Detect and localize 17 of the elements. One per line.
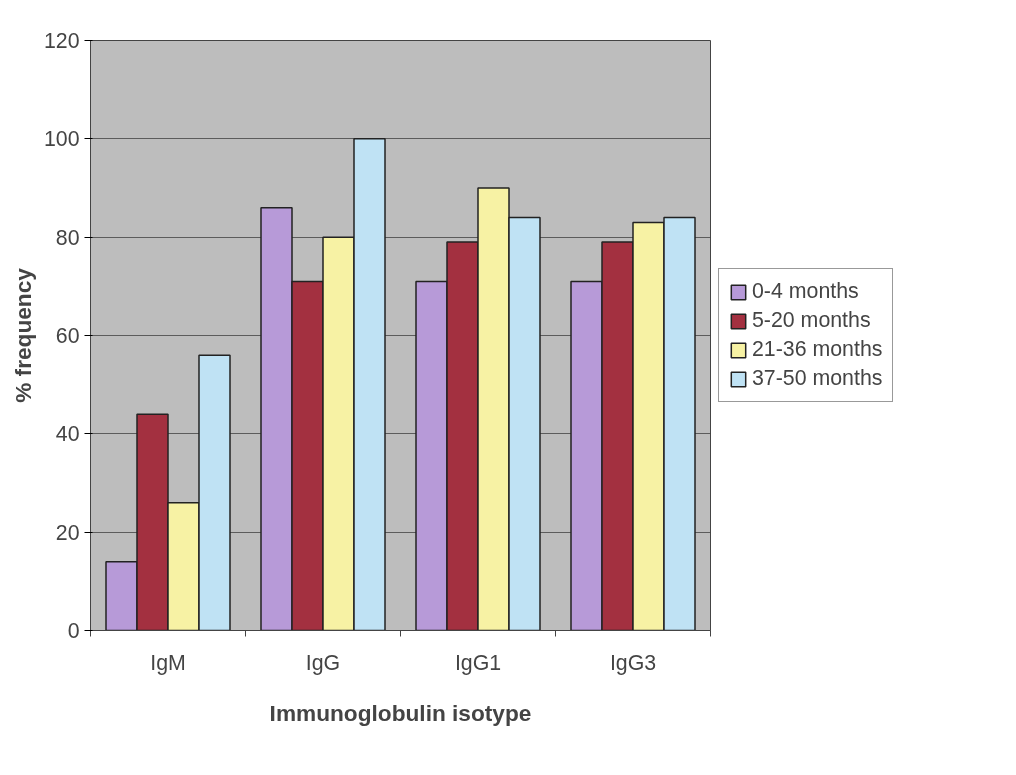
legend-label: 37-50 months [752, 366, 883, 391]
y-tick-label: 100 [43, 127, 80, 152]
legend-label: 0-4 months [752, 279, 859, 304]
y-tick-label: 120 [43, 29, 80, 53]
y-tick-label: 40 [55, 422, 80, 447]
legend-label: 5-20 months [752, 308, 871, 333]
y-tick-label: 80 [55, 225, 80, 250]
x-tick-label: IgG [305, 650, 341, 675]
x-tick-label: IgG3 [609, 650, 657, 675]
y-tick-label: 0 [67, 619, 80, 643]
legend-label: 21-36 months [752, 337, 883, 362]
x-axis-title: Immunoglobulin isotype [269, 699, 532, 726]
y-tick-label: 60 [55, 324, 80, 348]
y-axis-title: % frequency [9, 267, 36, 403]
y-tick-label: 20 [55, 520, 80, 545]
x-tick-label: IgM [150, 650, 186, 675]
x-tick-label: IgG1 [454, 650, 502, 675]
